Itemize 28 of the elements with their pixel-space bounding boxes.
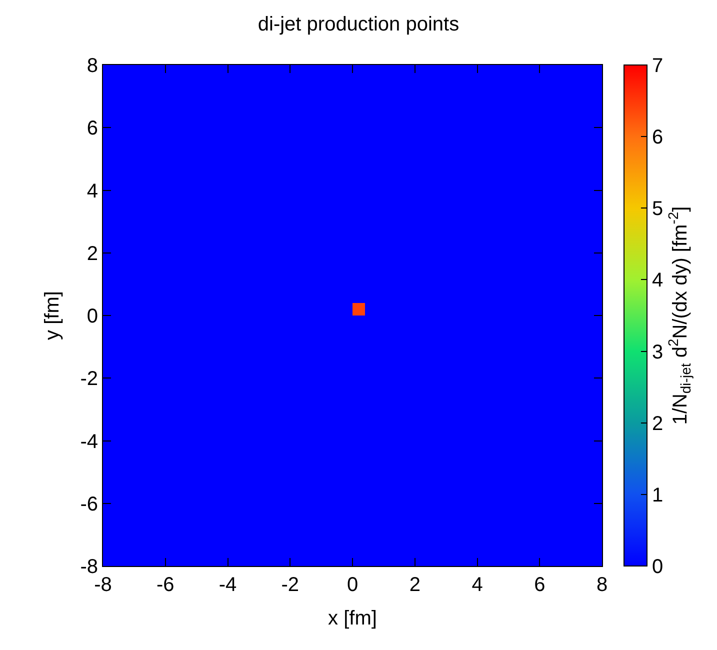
y-tick-label: -4 bbox=[80, 430, 98, 453]
y-tick-label: 6 bbox=[86, 118, 98, 140]
color-bar-label: 5 bbox=[652, 198, 664, 220]
x-tick-label: 2 bbox=[409, 574, 420, 596]
y-tick-label: -8 bbox=[80, 556, 98, 578]
x-tick-label: 0 bbox=[346, 574, 358, 596]
color-bar-label: 7 bbox=[652, 55, 664, 77]
x-tick-label: 6 bbox=[534, 574, 546, 596]
x-tick-label: -4 bbox=[218, 574, 237, 596]
color-bar-label: 0 bbox=[652, 556, 664, 578]
y-tick-label: 2 bbox=[86, 242, 98, 265]
y-tick-label: -6 bbox=[80, 493, 98, 516]
color-bar-label: 6 bbox=[652, 126, 664, 149]
x-axis-title: x [fm] bbox=[328, 608, 377, 630]
x-tick-label: 8 bbox=[596, 574, 608, 596]
color-bar-label: 3 bbox=[652, 341, 664, 364]
y-axis-title: y [fm] bbox=[42, 291, 64, 340]
x-tick-label: -2 bbox=[281, 574, 300, 596]
color-bar-label: 4 bbox=[652, 270, 664, 292]
color-bar-label: 1 bbox=[652, 484, 664, 506]
y-tick-label: 4 bbox=[86, 180, 98, 202]
x-tick-label: -6 bbox=[156, 574, 174, 596]
y-tick-label: -2 bbox=[80, 368, 98, 390]
x-tick-label: 4 bbox=[472, 574, 483, 596]
y-tick-label: 8 bbox=[86, 55, 98, 77]
chart-title: di-jet production points bbox=[258, 13, 460, 36]
color-bar-label: 2 bbox=[652, 412, 664, 435]
y-tick-label: 0 bbox=[86, 306, 98, 328]
